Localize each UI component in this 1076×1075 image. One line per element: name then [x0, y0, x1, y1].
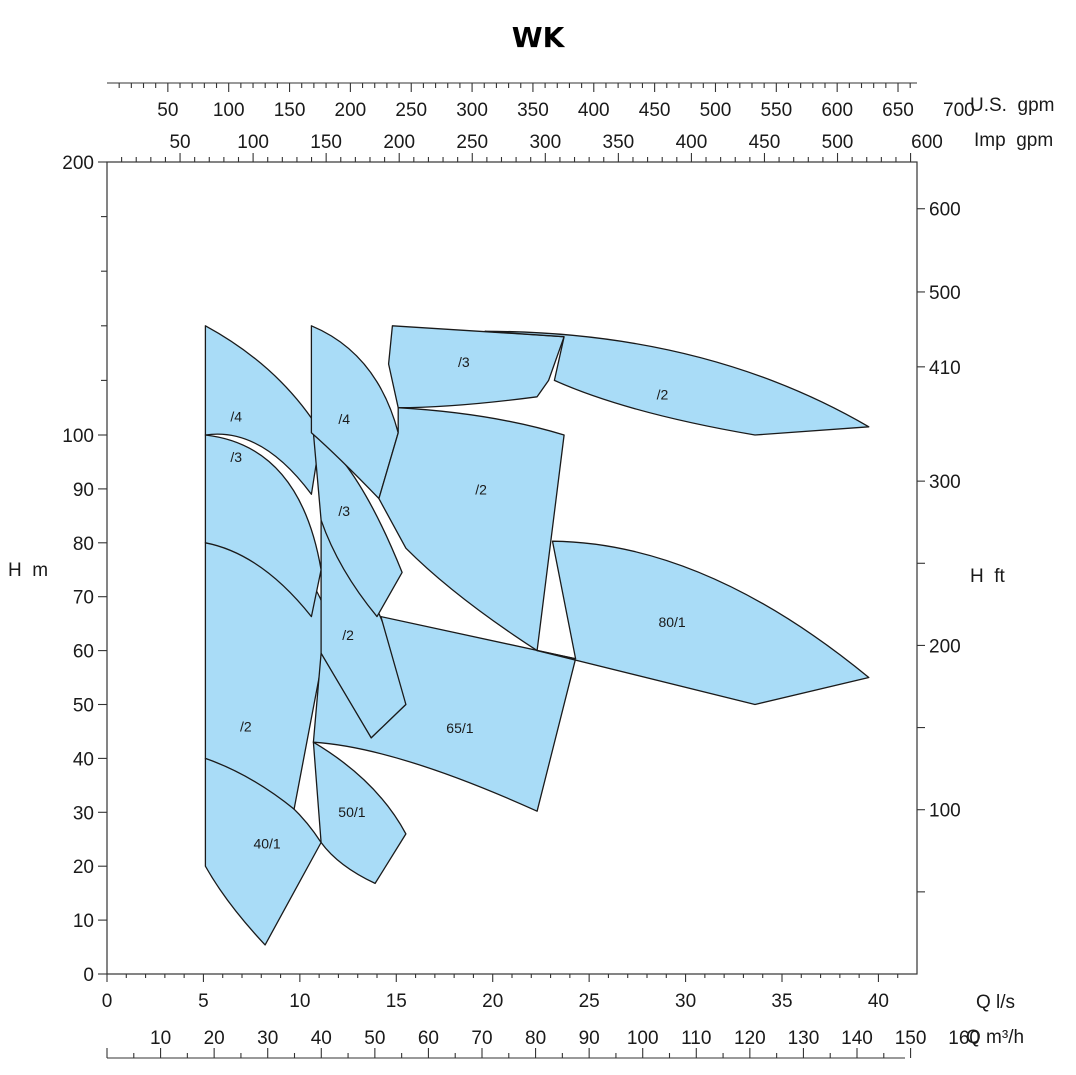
h-m-tick-label: 10 [73, 911, 94, 932]
q-ls-tick-label: 40 [868, 991, 889, 1012]
h-m-tick-label: 20 [73, 857, 94, 878]
us-gpm-tick-label: 300 [456, 100, 488, 121]
q-m3h-tick-label: 140 [841, 1028, 873, 1049]
imp-gpm-tick-label: 100 [237, 132, 269, 153]
region-label-12: 80/1 [658, 614, 685, 630]
q-m3h-tick-label: 110 [681, 1028, 711, 1049]
h-m-tick-label: 200 [62, 153, 94, 174]
us-gpm-tick-label: 500 [700, 100, 732, 121]
q-m3h-tick-label: 60 [418, 1028, 439, 1049]
region-label-4: 50/1 [338, 804, 365, 820]
us-gpm-tick-label: 150 [274, 100, 306, 121]
chart-title: WK [512, 21, 566, 54]
q-m3h-tick-label: 100 [627, 1028, 659, 1049]
h-ft-tick-label: 100 [929, 801, 961, 822]
axis-label-q-m3h: Q m³/h [966, 1027, 1024, 1048]
q-m3h-tick-label: 160 [948, 1028, 980, 1049]
q-m3h-tick-label: 20 [204, 1028, 225, 1049]
us-gpm-tick-label: 50 [157, 100, 178, 121]
us-gpm-tick-label: 250 [395, 100, 427, 121]
us-gpm-tick-label: 450 [639, 100, 671, 121]
q-m3h-tick-label: 120 [734, 1028, 766, 1049]
region-11 [484, 330, 870, 436]
imp-gpm-tick-label: 200 [383, 132, 415, 153]
q-m3h-tick-label: 130 [788, 1028, 820, 1049]
imp-gpm-tick-label: 150 [310, 132, 342, 153]
curve-regions: 40/1/2/3/4 50/1/2/3/4 65/1/2/3/2 80/1 [204, 325, 870, 946]
imp-gpm-tick-label: 450 [749, 132, 781, 153]
q-ls-tick-label: 10 [289, 991, 310, 1012]
axis-label-q-ls: Q l/s [976, 992, 1015, 1013]
axis-label-h-ft: H ft [970, 566, 1006, 587]
q-m3h-tick-label: 150 [895, 1028, 927, 1049]
q-ls-tick-label: 25 [579, 991, 600, 1012]
imp-gpm-tick-label: 50 [169, 132, 190, 153]
us-gpm-tick-label: 100 [213, 100, 245, 121]
axes: 0102030405060708090100200100200300410500… [62, 82, 980, 1059]
h-m-tick-label: 60 [73, 642, 94, 663]
q-m3h-tick-label: 90 [579, 1028, 600, 1049]
q-ls-tick-label: 5 [198, 991, 209, 1012]
h-m-tick-label: 100 [62, 426, 94, 447]
q-m3h-tick-label: 10 [150, 1028, 171, 1049]
q-m3h-tick-label: 40 [311, 1028, 332, 1049]
h-ft-tick-label: 500 [929, 283, 961, 304]
us-gpm-tick-label: 350 [517, 100, 549, 121]
h-ft-tick-label: 410 [929, 358, 961, 379]
h-m-tick-label: 40 [73, 749, 94, 770]
h-m-tick-label: 70 [73, 588, 94, 609]
q-m3h-tick-label: 50 [364, 1028, 385, 1049]
imp-gpm-tick-label: 300 [529, 132, 561, 153]
imp-gpm-tick-label: 250 [456, 132, 488, 153]
axis-label-imp-gpm: Imp gpm [974, 130, 1053, 151]
region-label-0: 40/1 [253, 835, 280, 851]
imp-gpm-tick-label: 500 [822, 132, 854, 153]
h-ft-tick-label: 600 [929, 200, 961, 221]
us-gpm-tick-label: 550 [760, 100, 792, 121]
h-ft-tick-label: 200 [929, 636, 961, 657]
region-9 [378, 407, 565, 652]
axis-label-us-gpm: U.S. gpm [970, 95, 1054, 116]
us-gpm-tick-label: 600 [821, 100, 853, 121]
region-8 [312, 615, 577, 812]
us-gpm-tick-label: 650 [882, 100, 914, 121]
imp-gpm-tick-label: 400 [676, 132, 708, 153]
h-m-tick-label: 80 [73, 534, 94, 555]
region-label-7: /4 [338, 411, 350, 427]
h-ft-tick-label: 300 [929, 472, 961, 493]
region-label-11: /2 [657, 387, 669, 403]
region-label-5: /2 [342, 627, 354, 643]
region-label-8: 65/1 [446, 720, 473, 736]
imp-gpm-tick-label: 350 [603, 132, 635, 153]
q-ls-tick-label: 30 [675, 991, 696, 1012]
region-label-9: /2 [475, 481, 487, 497]
q-ls-tick-label: 0 [102, 991, 113, 1012]
region-label-3: /4 [230, 408, 242, 424]
q-m3h-tick-label: 80 [525, 1028, 546, 1049]
q-ls-tick-label: 20 [482, 991, 503, 1012]
h-m-tick-label: 50 [73, 696, 94, 717]
axis-label-h-m: H m [8, 560, 48, 581]
region-10 [387, 325, 565, 409]
us-gpm-tick-label: 200 [335, 100, 367, 121]
q-m3h-tick-label: 30 [257, 1028, 278, 1049]
region-12 [536, 540, 870, 706]
q-ls-tick-label: 35 [771, 991, 792, 1012]
h-m-tick-label: 0 [83, 965, 94, 986]
h-m-tick-label: 30 [73, 803, 94, 824]
imp-gpm-tick-label: 600 [911, 132, 943, 153]
region-label-6: /3 [338, 503, 350, 519]
region-label-1: /2 [240, 718, 252, 734]
q-ls-tick-label: 15 [386, 991, 407, 1012]
h-m-tick-label: 90 [73, 480, 94, 501]
q-m3h-tick-label: 70 [471, 1028, 492, 1049]
region-label-2: /3 [230, 449, 242, 465]
region-4 [312, 741, 407, 885]
us-gpm-tick-label: 700 [943, 100, 975, 121]
us-gpm-tick-label: 400 [578, 100, 610, 121]
region-label-10: /3 [458, 354, 470, 370]
